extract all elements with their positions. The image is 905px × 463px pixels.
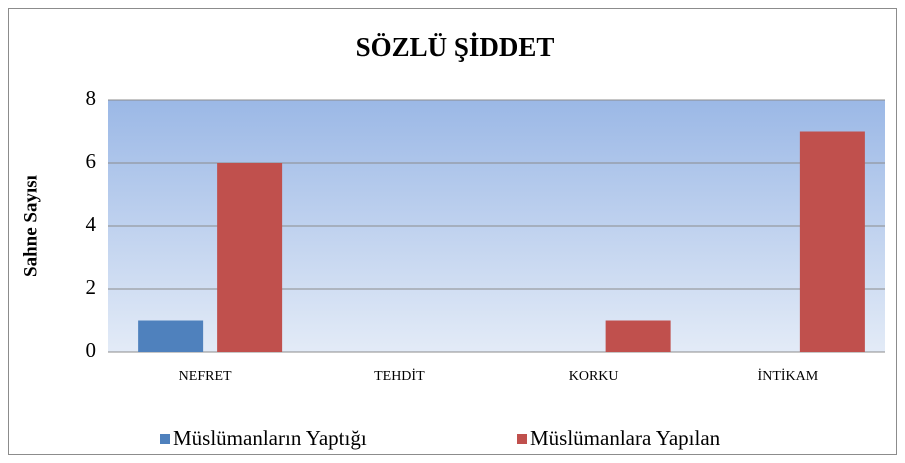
y-tick-label: 8 [86,86,97,110]
x-tick-label: TEHDİT [374,368,425,384]
bar [799,131,865,352]
legend-label: Müslümanların Yaptığı [173,426,367,450]
legend-swatch [517,434,527,444]
y-axis-label: Sahne Sayısı [20,175,41,277]
bar [605,320,671,352]
legend-swatch [160,434,170,444]
bar [217,163,283,352]
legend-label: Müslümanlara Yapılan [530,426,721,450]
y-tick-label: 2 [86,275,97,299]
x-tick-label: NEFRET [179,369,232,384]
x-tick-label: İNTİKAM [758,368,819,384]
y-tick-label: 6 [86,149,97,173]
x-tick-label: KORKU [569,369,619,384]
chart-title: SÖZLÜ ŞİDDET [356,32,555,62]
bar [138,320,204,352]
y-tick-label: 4 [86,212,97,236]
y-tick-label: 0 [86,338,97,362]
